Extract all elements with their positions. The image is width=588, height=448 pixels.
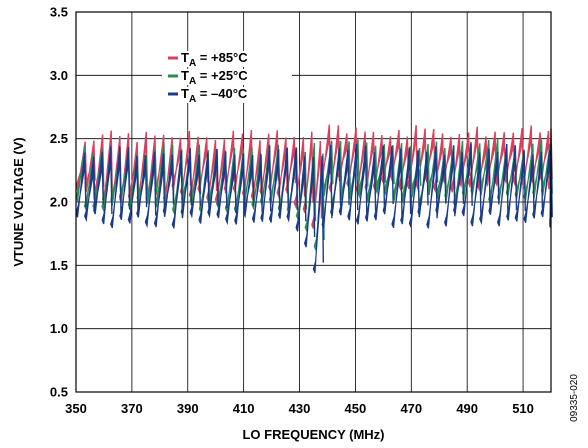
- series-drop: [506, 143, 509, 217]
- series-drop: [330, 140, 334, 185]
- series-drop: [101, 134, 105, 187]
- y-tick-labels: 0.5 1.0 1.5 2.0 2.5 3.0 3.5: [50, 5, 68, 400]
- y-tick-label: 1.5: [50, 258, 68, 273]
- series-drop: [313, 143, 317, 222]
- series-drop: [295, 147, 299, 211]
- y-tick-label: 3.5: [50, 5, 68, 20]
- series-drop: [426, 151, 429, 206]
- series-drop: [136, 156, 139, 214]
- x-tick-label: 410: [233, 401, 255, 416]
- series-drop: [144, 155, 148, 208]
- series-drop: [83, 152, 87, 208]
- legend: TA = +85°CTA = +25°CTA = –40°C: [162, 50, 292, 105]
- series-drop: [242, 153, 246, 215]
- series-drop: [373, 152, 377, 212]
- series-drop: [514, 145, 518, 211]
- series-drop: [84, 141, 88, 181]
- series-drop: [92, 156, 96, 210]
- series-drop: [198, 154, 201, 207]
- series-drop: [224, 151, 228, 208]
- series-drop: [400, 148, 403, 218]
- series-drop: [391, 146, 394, 205]
- series-drop: [409, 145, 413, 192]
- series-drop: [127, 147, 131, 210]
- series-drop: [408, 147, 412, 214]
- series-drop: [400, 143, 404, 190]
- y-tick-label: 3.0: [50, 68, 68, 83]
- series-drop: [119, 146, 122, 218]
- series-drop: [207, 152, 210, 214]
- x-tick-label: 490: [456, 401, 478, 416]
- x-tick-label: 510: [512, 401, 534, 416]
- series-drop: [260, 154, 263, 213]
- series-drop: [435, 141, 439, 183]
- series-drop: [286, 147, 289, 209]
- series-drop: [303, 156, 307, 222]
- series-drop: [277, 149, 281, 213]
- series-drop: [348, 141, 351, 191]
- series-drop: [268, 145, 272, 212]
- x-tick-label: 430: [289, 401, 311, 416]
- series-drop: [145, 154, 149, 197]
- series-drop: [234, 154, 237, 213]
- series-drop: [392, 145, 395, 185]
- plot-frame: [75, 11, 552, 393]
- series-drop: [163, 142, 166, 198]
- series-drop: [304, 151, 308, 210]
- x-tick-label: 390: [177, 401, 199, 416]
- series-drop: [251, 155, 255, 207]
- series-drop: [153, 151, 157, 216]
- y-tick-label: 1.0: [50, 321, 68, 336]
- series-drop: [496, 151, 500, 205]
- series-drop: [357, 139, 360, 190]
- x-tick-label: 350: [65, 401, 87, 416]
- series-drop: [312, 156, 316, 238]
- series-drop: [417, 150, 420, 218]
- legend-bg: [162, 87, 292, 103]
- series-drop: [443, 154, 447, 204]
- series-drop: [101, 152, 105, 204]
- x-tick-label: 370: [121, 401, 143, 416]
- legend-bg: [162, 69, 292, 85]
- series-drop: [364, 145, 368, 215]
- series-layer: [75, 124, 553, 274]
- y-tick-label: 2.5: [50, 131, 68, 146]
- series-drop: [338, 147, 342, 206]
- y-axis-title: VTUNE VOLTAGE (V): [11, 137, 26, 267]
- series-drop: [154, 148, 158, 193]
- series-drop: [532, 154, 535, 213]
- x-tick-label: 450: [345, 401, 367, 416]
- legend-bg: [162, 51, 292, 67]
- series-drop: [216, 149, 219, 206]
- series-drop: [365, 142, 369, 187]
- series-drop: [171, 154, 175, 205]
- x-tick-labels: 350 370 390 410 430 450 470 490 510: [65, 401, 534, 416]
- x-axis-title: LO FREQUENCY (MHz): [242, 427, 384, 442]
- series-drop: [523, 150, 527, 212]
- series-drop: [383, 144, 387, 183]
- legend-label: TA = –40°C: [181, 86, 248, 105]
- series-drop: [355, 144, 359, 211]
- series-drop: [321, 155, 325, 263]
- legend-label: TA = +85°C: [181, 50, 248, 69]
- series-drop: [418, 147, 422, 186]
- x-tick-label: 470: [400, 401, 422, 416]
- series-drop: [347, 149, 350, 206]
- y-tick-label: 2.0: [50, 195, 68, 210]
- series-drop: [540, 151, 544, 209]
- series-drop: [339, 140, 343, 197]
- series-drop: [488, 148, 491, 213]
- figure-id: 09335-020: [569, 374, 580, 422]
- series-drop: [461, 152, 465, 204]
- series-drop: [109, 146, 113, 214]
- series-drop: [479, 152, 482, 216]
- series-drop: [189, 147, 193, 206]
- series-drop: [470, 143, 473, 206]
- series-drop: [382, 145, 386, 210]
- series-drop: [329, 145, 333, 219]
- legend-label: TA = +25°C: [181, 68, 248, 87]
- y-tick-label: 0.5: [50, 385, 68, 400]
